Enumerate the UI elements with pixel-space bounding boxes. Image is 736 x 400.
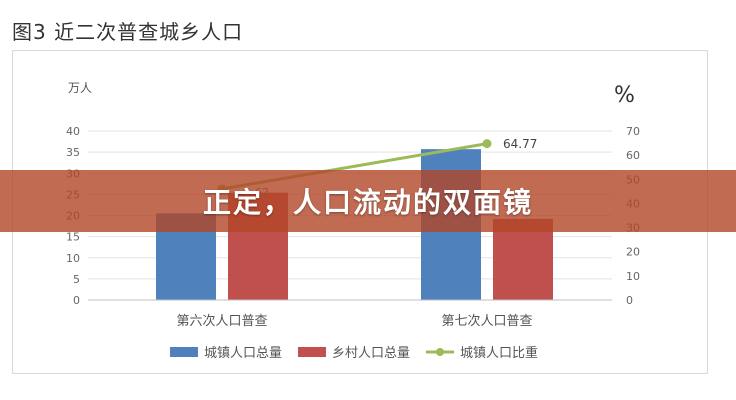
legend-label: 城镇人口总量 — [204, 346, 282, 361]
title-banner: 正定，人口流动的双面镜 — [0, 170, 736, 232]
x-category-label: 第七次人口普查 — [441, 313, 532, 329]
legend-label: 乡村人口总量 — [332, 346, 410, 361]
x-category-label: 第六次人口普查 — [176, 313, 267, 329]
bar-rural — [493, 218, 553, 300]
line-point — [482, 139, 492, 149]
y-left-axis-label: 万人 — [68, 81, 92, 95]
data-label: 64.77 — [503, 137, 537, 151]
legend-label: 城镇人口比重 — [460, 345, 538, 361]
y-right-axis-label: % — [614, 83, 635, 108]
figure-caption: 图3 近二次普查城乡人口 — [12, 20, 244, 44]
banner-title: 正定，人口流动的双面镜 — [202, 186, 533, 219]
y-left-tick-label: 40 — [66, 125, 80, 138]
y-right-tick-label: 70 — [626, 125, 640, 138]
legend-swatch — [298, 347, 326, 357]
y-left-tick-label: 5 — [73, 273, 80, 286]
legend-swatch — [170, 347, 198, 357]
y-left-tick-label: 10 — [66, 252, 80, 265]
legend-swatch-marker — [436, 348, 444, 356]
y-right-tick-label: 60 — [626, 149, 640, 162]
y-right-tick-label: 10 — [626, 270, 640, 283]
y-left-tick-label: 0 — [73, 294, 80, 307]
y-left-tick-label: 35 — [66, 146, 80, 159]
y-right-tick-label: 20 — [626, 246, 640, 259]
y-right-tick-label: 0 — [626, 294, 633, 307]
y-left-tick-label: 15 — [66, 231, 80, 244]
